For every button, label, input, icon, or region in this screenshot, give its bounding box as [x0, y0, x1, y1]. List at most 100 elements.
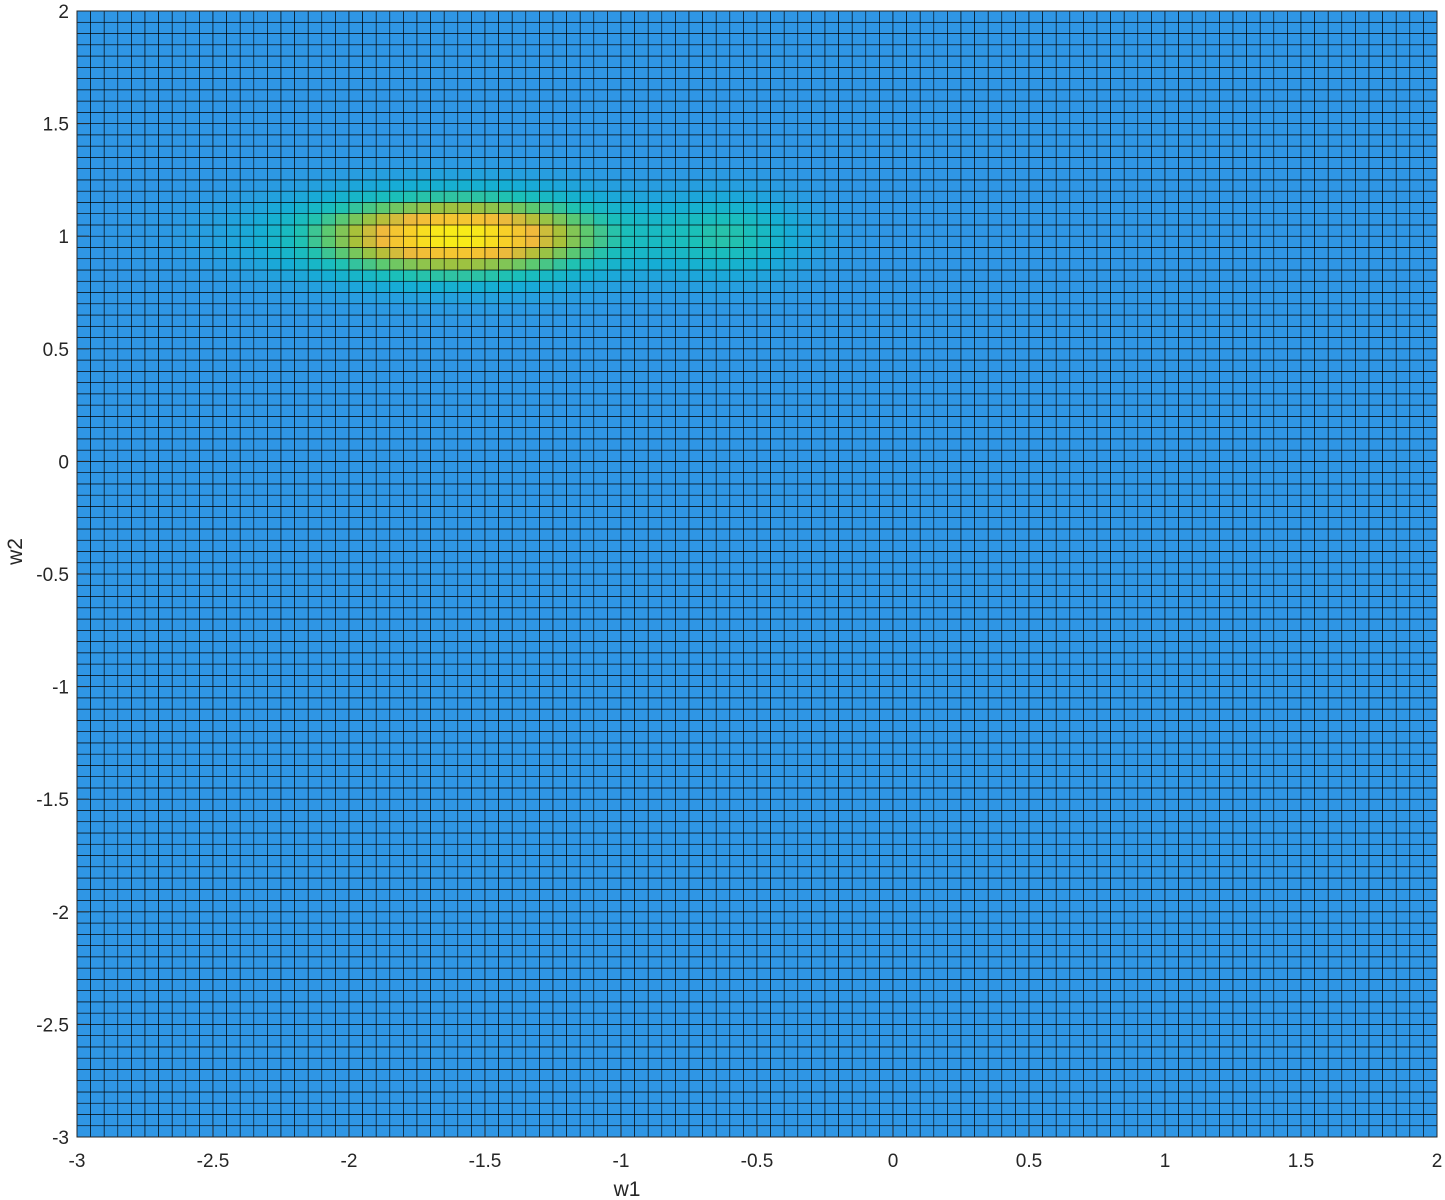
- heatmap-cell: [280, 584, 295, 597]
- heatmap-cell: [1042, 979, 1057, 991]
- heatmap-cell: [688, 629, 703, 642]
- heatmap-cell: [1042, 945, 1057, 958]
- heatmap-cell: [117, 1069, 132, 1081]
- heatmap-cell: [1287, 1046, 1302, 1059]
- heatmap-cell: [1327, 596, 1343, 609]
- heatmap-cell: [1164, 821, 1179, 834]
- heatmap-cell: [661, 652, 676, 665]
- heatmap-cell: [1300, 866, 1315, 879]
- heatmap-cell: [1314, 1080, 1329, 1093]
- heatmap-cell: [593, 708, 608, 721]
- heatmap-cell: [185, 720, 200, 732]
- heatmap-cell: [607, 967, 622, 980]
- heatmap-cell: [321, 821, 336, 834]
- heatmap-cell: [416, 843, 431, 856]
- heatmap-cell: [1015, 742, 1030, 755]
- heatmap-cell: [647, 877, 663, 890]
- heatmap-cell: [566, 1035, 581, 1048]
- heatmap-cell: [144, 1114, 159, 1127]
- heatmap-cell: [824, 798, 839, 811]
- heatmap-cell: [199, 832, 214, 845]
- heatmap-cell: [715, 967, 731, 980]
- heatmap-cell: [933, 753, 948, 766]
- heatmap-cell: [797, 607, 812, 620]
- heatmap-cell: [1028, 911, 1043, 924]
- heatmap-cell: [1191, 922, 1207, 935]
- heatmap-cell: [1409, 911, 1424, 924]
- heatmap-cell: [1123, 1114, 1139, 1127]
- heatmap-cell: [960, 731, 975, 744]
- heatmap-cell: [1001, 652, 1016, 665]
- heatmap-cell: [960, 990, 975, 1003]
- heatmap-cell: [974, 1069, 989, 1081]
- heatmap-cell: [607, 911, 622, 924]
- heatmap-cell: [1355, 720, 1370, 732]
- heatmap-cell: [1382, 956, 1397, 969]
- heatmap-cell: [987, 1080, 1003, 1093]
- heatmap-cell: [1205, 967, 1220, 980]
- heatmap-cell: [906, 798, 921, 811]
- heatmap-cell: [906, 1035, 921, 1048]
- heatmap-cell: [253, 1012, 268, 1025]
- heatmap-cell: [416, 1057, 431, 1070]
- heatmap-cell: [362, 753, 377, 766]
- heatmap-cell: [267, 1069, 282, 1081]
- heatmap-cell: [1219, 1102, 1234, 1115]
- heatmap-cell: [457, 629, 472, 642]
- heatmap-cell: [783, 1012, 799, 1025]
- heatmap-cell: [756, 731, 771, 744]
- heatmap-cell: [199, 776, 214, 789]
- heatmap-cell: [566, 618, 581, 631]
- heatmap-cell: [253, 641, 268, 654]
- heatmap-cell: [593, 731, 608, 744]
- heatmap-cell: [1259, 990, 1275, 1003]
- heatmap-cell: [1069, 596, 1084, 609]
- heatmap-cell: [797, 967, 812, 980]
- heatmap-cell: [1055, 821, 1071, 834]
- heatmap-cell: [1151, 1080, 1166, 1093]
- heatmap-cell: [1151, 765, 1166, 777]
- heatmap-cell: [103, 652, 119, 665]
- heatmap-cell: [267, 765, 282, 777]
- heatmap-cell: [647, 911, 663, 924]
- heatmap-cell: [1368, 686, 1383, 699]
- heatmap-cell: [1382, 1057, 1397, 1070]
- heatmap-cell: [579, 798, 595, 811]
- heatmap-cell: [457, 1057, 472, 1070]
- heatmap-cell: [457, 934, 472, 946]
- heatmap-cell: [117, 573, 132, 586]
- heatmap-cell: [212, 1114, 227, 1127]
- heatmap-cell: [1001, 742, 1016, 755]
- heatmap-cell: [566, 607, 581, 620]
- heatmap-cell: [1341, 753, 1356, 766]
- heatmap-cell: [1015, 753, 1030, 766]
- heatmap-cell: [1191, 1057, 1207, 1070]
- heatmap-cell: [811, 1102, 826, 1115]
- heatmap-cell: [131, 1114, 146, 1127]
- heatmap-cell: [199, 1001, 214, 1014]
- heatmap-cell: [280, 798, 295, 811]
- heatmap-cell: [892, 956, 907, 969]
- heatmap-cell: [443, 1046, 459, 1059]
- heatmap-cell: [403, 979, 418, 991]
- heatmap-cell: [335, 1001, 350, 1014]
- heatmap-cell: [348, 843, 363, 856]
- heatmap-cell: [593, 979, 608, 991]
- heatmap-cell: [892, 1012, 907, 1025]
- heatmap-cell: [566, 1102, 581, 1115]
- heatmap-cell: [185, 607, 200, 620]
- heatmap-cell: [1191, 607, 1207, 620]
- heatmap-cell: [443, 675, 459, 687]
- heatmap-cell: [593, 1080, 608, 1093]
- heatmap-cell: [1110, 1012, 1125, 1025]
- heatmap-cell: [403, 675, 418, 687]
- heatmap-cell: [226, 821, 241, 834]
- heatmap-cell: [729, 934, 744, 946]
- heatmap-cell: [1246, 742, 1261, 755]
- heatmap-cell: [607, 708, 622, 721]
- heatmap-cell: [1314, 1102, 1329, 1115]
- heatmap-cell: [117, 663, 132, 676]
- heatmap-cell: [824, 911, 839, 924]
- heatmap-cell: [1083, 641, 1098, 654]
- heatmap-cell: [879, 1012, 894, 1025]
